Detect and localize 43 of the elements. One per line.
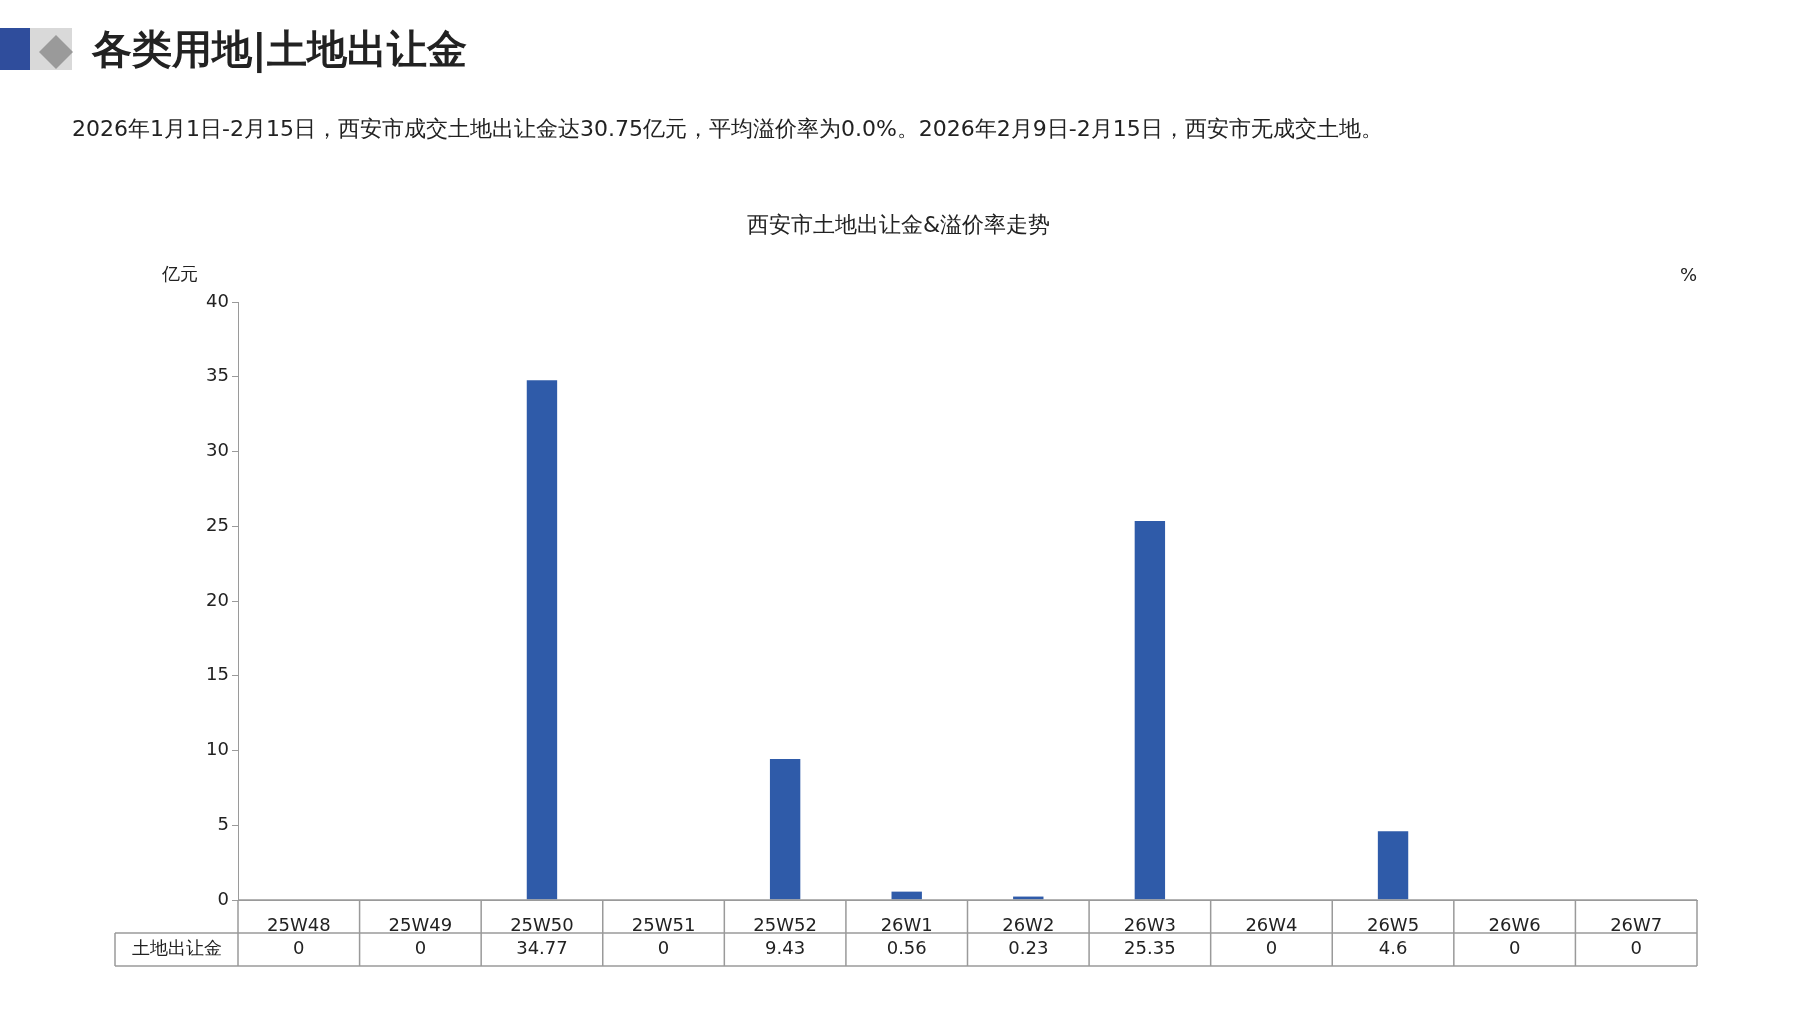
x-tick-label: 25W48 xyxy=(266,914,331,936)
data-label: 0 xyxy=(414,937,427,959)
data-label: 9.43 xyxy=(765,937,806,959)
x-tick-label: 26W3 xyxy=(1123,914,1176,936)
x-tick-label: 26W6 xyxy=(1488,914,1541,936)
x-tick-label: 25W50 xyxy=(510,914,574,936)
data-label: 0 xyxy=(293,937,305,959)
x-tick-label: 26W5 xyxy=(1366,914,1420,936)
bar xyxy=(1377,831,1409,900)
text: 土地出让金 xyxy=(131,937,222,959)
y-tick-label: 15 xyxy=(206,663,229,685)
data-label: 25.35 xyxy=(1124,937,1176,959)
x-tick-label: 26W7 xyxy=(1610,914,1663,936)
data-label: 0 xyxy=(1508,937,1521,959)
y-tick-label: 35 xyxy=(206,364,229,386)
y-tick-label: 10 xyxy=(206,738,229,760)
y-tick-label: 0 xyxy=(217,887,229,909)
text: 各类用地|土地出让金 xyxy=(92,25,467,75)
data-label: 0 xyxy=(1630,937,1642,959)
y-axis-title: 亿元 xyxy=(162,262,198,286)
x-tick-label: 26W1 xyxy=(880,914,933,936)
data-label: 0 xyxy=(657,937,670,959)
bar xyxy=(769,759,801,900)
x-tick-label: 25W51 xyxy=(631,914,696,936)
x-tick-label: 25W52 xyxy=(753,914,817,936)
data-label: 4.6 xyxy=(1378,937,1408,959)
data-label: 0.23 xyxy=(1008,937,1049,959)
data-label: 0.56 xyxy=(886,937,927,959)
bar xyxy=(526,380,558,900)
y-tick-label: 20 xyxy=(206,588,229,610)
y-tick-label: 40 xyxy=(206,289,229,311)
x-tick-label: 26W2 xyxy=(1002,914,1055,936)
x-tick-label: 26W4 xyxy=(1245,914,1298,936)
bar xyxy=(1134,521,1166,900)
y-tick-label: 25 xyxy=(206,513,229,535)
chart-title: 西安市土地出让金&溢价率走势 xyxy=(745,211,1052,239)
data-label: 34.77 xyxy=(516,937,568,959)
y-tick-label: 5 xyxy=(217,812,229,834)
chart-subtitle: 2026年1月1日-2月15日，西安市成交土地出让金达30.75亿元，平均溢价率为0.0%。2026年2月9日-2月15日，西安市无成交土地。 xyxy=(72,115,1383,143)
y2-axis-title: % xyxy=(1680,264,1698,285)
y-tick-label: 30 xyxy=(206,439,229,461)
data-label: 0 xyxy=(1265,937,1278,959)
x-tick-label: 25W49 xyxy=(388,914,453,936)
